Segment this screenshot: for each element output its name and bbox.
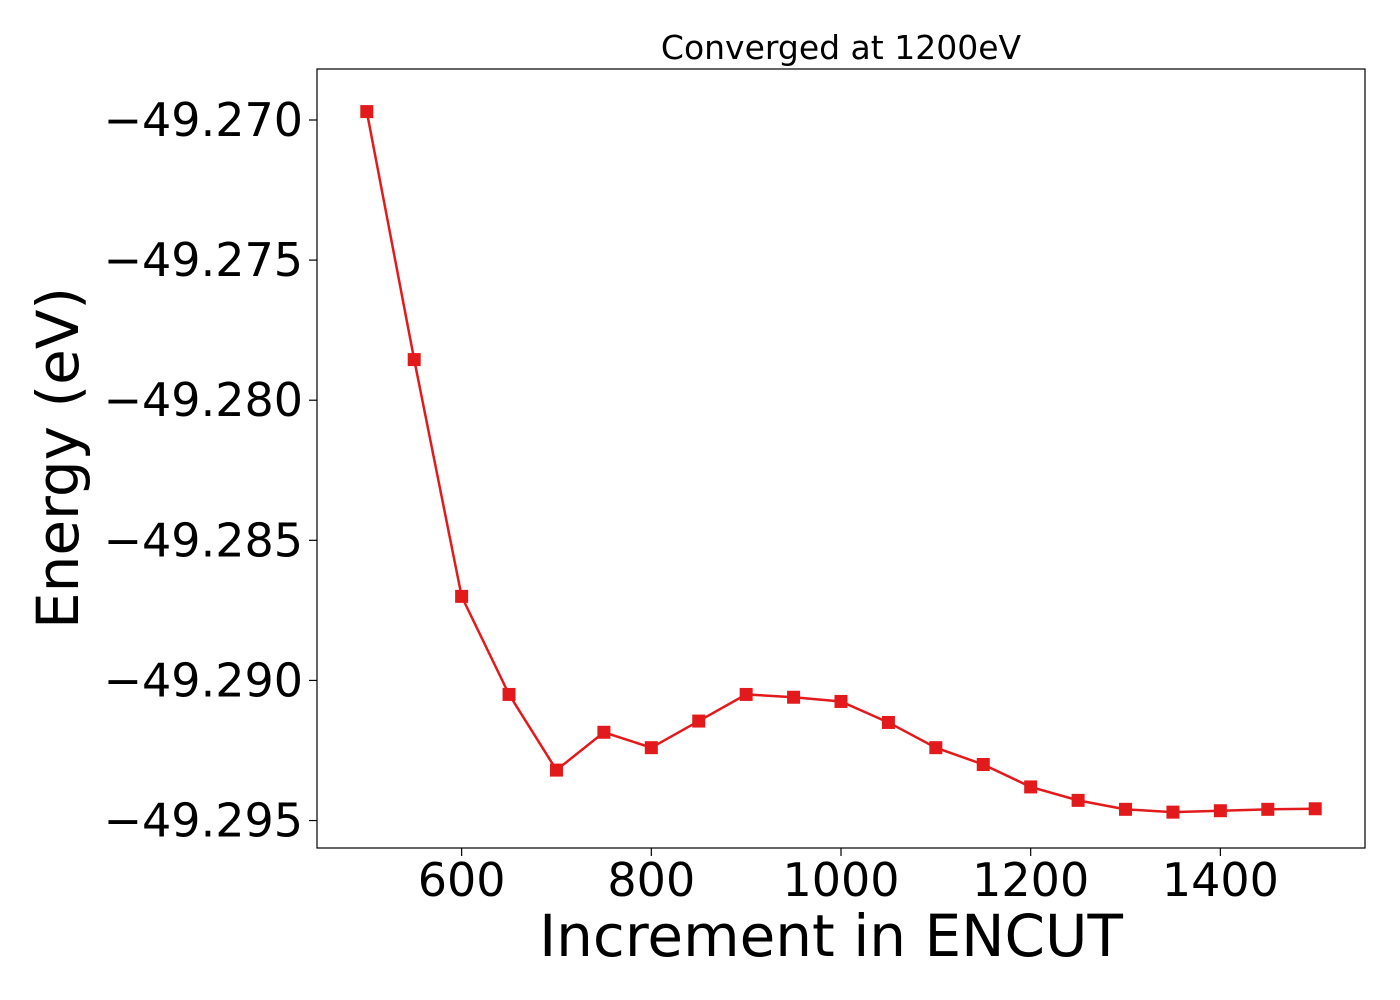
data-point-marker <box>502 687 516 701</box>
y-tick-label: −49.275 <box>104 233 304 287</box>
y-tick-label: −49.280 <box>104 373 304 427</box>
data-point-marker <box>881 715 895 729</box>
x-tick-label: 1000 <box>782 853 899 907</box>
x-axis-label: Increment in ENCUT <box>539 902 1123 970</box>
chart-title: Converged at 1200eV <box>661 28 1022 67</box>
data-point-marker <box>1261 802 1275 816</box>
data-point-marker <box>739 687 753 701</box>
data-point-marker <box>834 694 848 708</box>
data-point-marker <box>549 763 563 777</box>
y-axis: −49.270 −49.275 −49.280 −49.285 −49.290 −49.2… <box>104 93 317 848</box>
plot-area <box>316 68 1366 849</box>
data-point-marker <box>644 741 658 755</box>
data-point-marker <box>360 105 374 119</box>
data-point-marker <box>1166 805 1180 819</box>
y-tick-label: −49.295 <box>104 794 304 848</box>
data-point-marker <box>1119 802 1133 816</box>
data-point-marker <box>1071 793 1085 807</box>
x-tick-label: 600 <box>418 853 506 907</box>
data-point-marker <box>1213 804 1227 818</box>
x-tick-label: 1200 <box>972 853 1089 907</box>
data-point-marker <box>597 725 611 739</box>
data-point-marker <box>455 589 469 603</box>
y-tick-label: −49.290 <box>104 653 304 707</box>
y-axis-label: Energy (eV) <box>24 287 92 629</box>
x-tick-label: 1400 <box>1162 853 1279 907</box>
data-point-marker <box>1024 780 1038 794</box>
y-tick-label: −49.270 <box>104 93 304 147</box>
data-point-marker <box>976 758 990 771</box>
data-point-marker <box>407 353 421 367</box>
data-point-marker <box>787 690 801 704</box>
data-point-marker <box>1308 802 1322 816</box>
data-point-marker <box>692 714 706 728</box>
data-point-marker <box>929 741 943 755</box>
y-tick-label: −49.285 <box>104 513 304 567</box>
x-axis: 600 800 1000 1200 1400 <box>418 848 1279 907</box>
series-layer <box>360 105 1322 819</box>
x-tick-label: 800 <box>607 853 695 907</box>
